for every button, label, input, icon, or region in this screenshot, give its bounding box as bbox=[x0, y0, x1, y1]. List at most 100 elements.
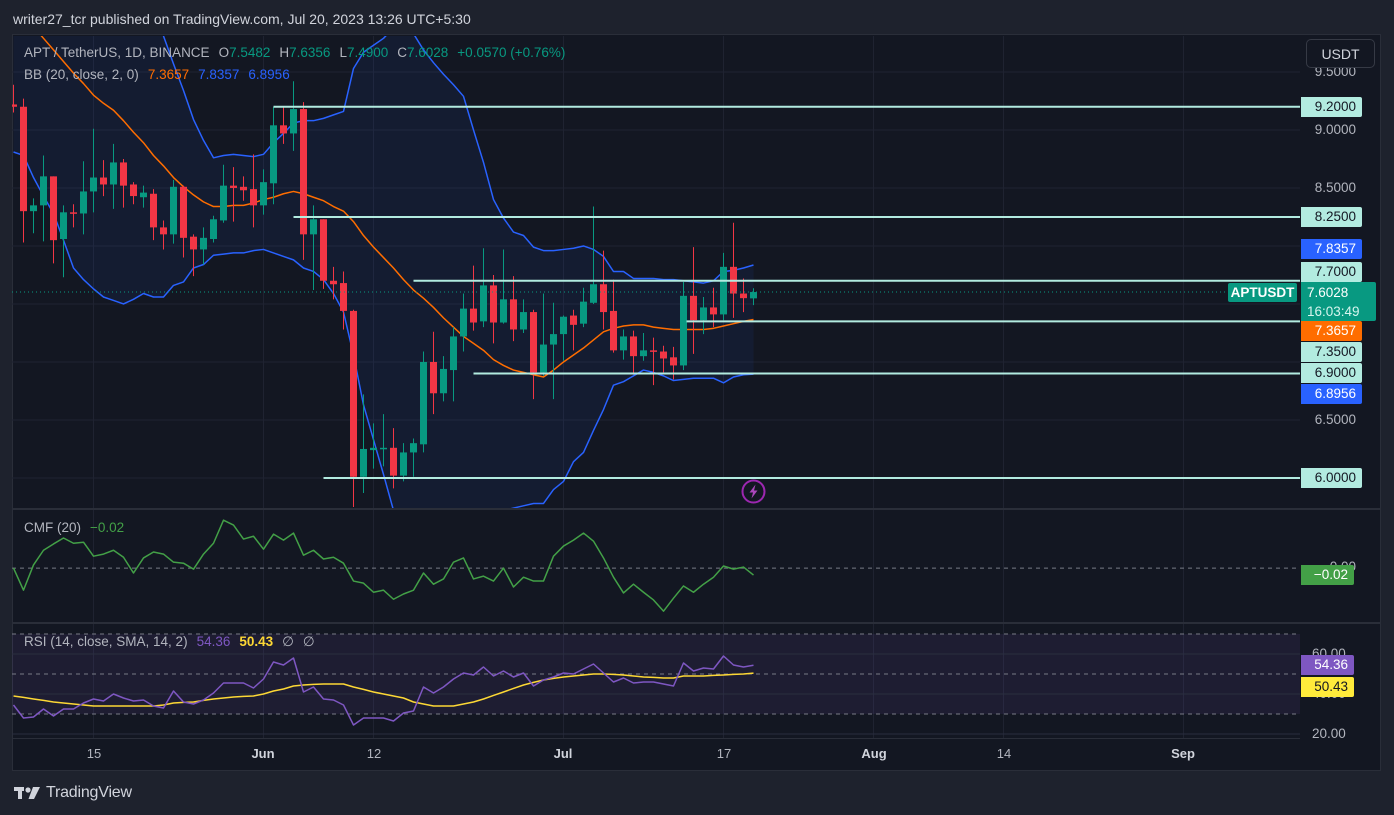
candle[interactable] bbox=[570, 309, 577, 351]
price-pane[interactable] bbox=[10, 0, 1300, 560]
candle[interactable] bbox=[490, 274, 497, 344]
rsi-title[interactable]: RSI (14, close, SMA, 14, 2) bbox=[24, 634, 188, 649]
candle[interactable] bbox=[740, 278, 747, 313]
candle[interactable] bbox=[660, 345, 667, 373]
candle-body bbox=[130, 184, 137, 197]
candle[interactable] bbox=[330, 266, 337, 300]
time-axis-label: Aug bbox=[861, 746, 887, 761]
candle[interactable] bbox=[470, 265, 477, 331]
currency-button[interactable]: USDT bbox=[1306, 39, 1375, 68]
candle[interactable] bbox=[140, 185, 147, 208]
candle[interactable] bbox=[260, 169, 267, 215]
bb-title[interactable]: BB (20, close, 2, 0) bbox=[24, 67, 139, 82]
candle-body bbox=[390, 447, 397, 476]
candle[interactable] bbox=[580, 287, 587, 328]
candle-body bbox=[710, 307, 717, 315]
candle[interactable] bbox=[590, 206, 597, 304]
candle[interactable] bbox=[550, 302, 557, 400]
candle[interactable] bbox=[200, 227, 207, 265]
candle[interactable] bbox=[240, 176, 247, 201]
candle[interactable] bbox=[70, 204, 77, 228]
candle-body bbox=[680, 295, 687, 366]
rsi-sma-line bbox=[13, 672, 754, 707]
candle[interactable] bbox=[270, 106, 277, 205]
rsi-sma-value: 50.43 bbox=[239, 634, 274, 649]
candle[interactable] bbox=[350, 309, 357, 507]
candle[interactable] bbox=[290, 81, 297, 151]
candle[interactable] bbox=[540, 293, 547, 376]
candle[interactable] bbox=[410, 438, 417, 477]
symbol-title[interactable]: APT / TetherUS, 1D, BINANCE bbox=[24, 45, 210, 60]
candle-body bbox=[110, 162, 117, 185]
chart-frame[interactable] bbox=[12, 34, 1381, 771]
candle[interactable] bbox=[320, 219, 327, 289]
footer-branding[interactable]: TradingView bbox=[14, 784, 132, 802]
candle[interactable] bbox=[170, 179, 177, 244]
candle[interactable] bbox=[620, 329, 627, 360]
candle[interactable] bbox=[680, 281, 687, 371]
candle[interactable] bbox=[380, 414, 387, 467]
bb-legend[interactable]: BB (20, close, 2, 0) 7.3657 7.8357 6.895… bbox=[24, 66, 290, 84]
lightning-icon[interactable] bbox=[741, 479, 766, 504]
candle[interactable] bbox=[110, 143, 117, 209]
candle[interactable] bbox=[300, 102, 307, 260]
candle-body bbox=[530, 312, 537, 373]
candle[interactable] bbox=[600, 250, 607, 330]
rsi-legend[interactable]: RSI (14, close, SMA, 14, 2) 54.36 50.43 … bbox=[24, 633, 315, 651]
candle[interactable] bbox=[370, 423, 377, 469]
candle[interactable] bbox=[210, 215, 217, 243]
candle[interactable] bbox=[310, 205, 317, 291]
rsi-pane[interactable] bbox=[12, 633, 1300, 735]
cmf-legend[interactable]: CMF (20) −0.02 bbox=[24, 519, 124, 537]
candle[interactable] bbox=[340, 271, 347, 330]
candle-body bbox=[370, 447, 377, 451]
candle[interactable] bbox=[420, 351, 427, 453]
candle[interactable] bbox=[630, 330, 637, 375]
candle[interactable] bbox=[400, 443, 407, 482]
candle[interactable] bbox=[450, 327, 457, 402]
candle[interactable] bbox=[690, 247, 697, 354]
candle[interactable] bbox=[510, 276, 517, 342]
candle[interactable] bbox=[530, 309, 537, 400]
candle[interactable] bbox=[40, 155, 47, 242]
candle[interactable] bbox=[750, 288, 757, 306]
candle[interactable] bbox=[100, 160, 107, 197]
candle[interactable] bbox=[560, 315, 567, 361]
candle[interactable] bbox=[430, 331, 437, 415]
time-axis-label: 12 bbox=[366, 746, 382, 761]
candle[interactable] bbox=[220, 164, 227, 223]
candle[interactable] bbox=[610, 279, 617, 353]
candle[interactable] bbox=[120, 158, 127, 208]
candle[interactable] bbox=[20, 98, 27, 243]
candle[interactable] bbox=[500, 249, 507, 324]
candle[interactable] bbox=[80, 161, 87, 235]
cmf-pane[interactable] bbox=[12, 519, 1300, 612]
candle[interactable] bbox=[360, 394, 367, 494]
candle-body bbox=[170, 186, 177, 235]
candle[interactable] bbox=[720, 252, 727, 321]
candle[interactable] bbox=[700, 296, 707, 335]
candle[interactable] bbox=[650, 337, 657, 386]
candle[interactable] bbox=[480, 248, 487, 328]
candle[interactable] bbox=[180, 185, 187, 258]
cmf-title[interactable]: CMF (20) bbox=[24, 520, 81, 535]
candle[interactable] bbox=[30, 198, 37, 234]
candle[interactable] bbox=[90, 128, 97, 213]
candle[interactable] bbox=[280, 106, 287, 144]
candle[interactable] bbox=[130, 182, 137, 205]
candle[interactable] bbox=[250, 154, 257, 228]
candle[interactable] bbox=[230, 167, 237, 222]
candle[interactable] bbox=[440, 356, 447, 402]
candle[interactable] bbox=[460, 293, 467, 352]
candle[interactable] bbox=[10, 84, 17, 113]
candle[interactable] bbox=[520, 299, 527, 333]
candle[interactable] bbox=[640, 332, 647, 361]
candle[interactable] bbox=[50, 176, 57, 264]
candle[interactable] bbox=[150, 189, 157, 241]
symbol-legend[interactable]: APT / TetherUS, 1D, BINANCE O 7.5482 H 7.6… bbox=[24, 44, 565, 62]
candle[interactable] bbox=[60, 205, 67, 278]
candle[interactable] bbox=[160, 220, 167, 250]
candle[interactable] bbox=[190, 234, 197, 277]
time-axis-label: Jun bbox=[251, 746, 275, 761]
